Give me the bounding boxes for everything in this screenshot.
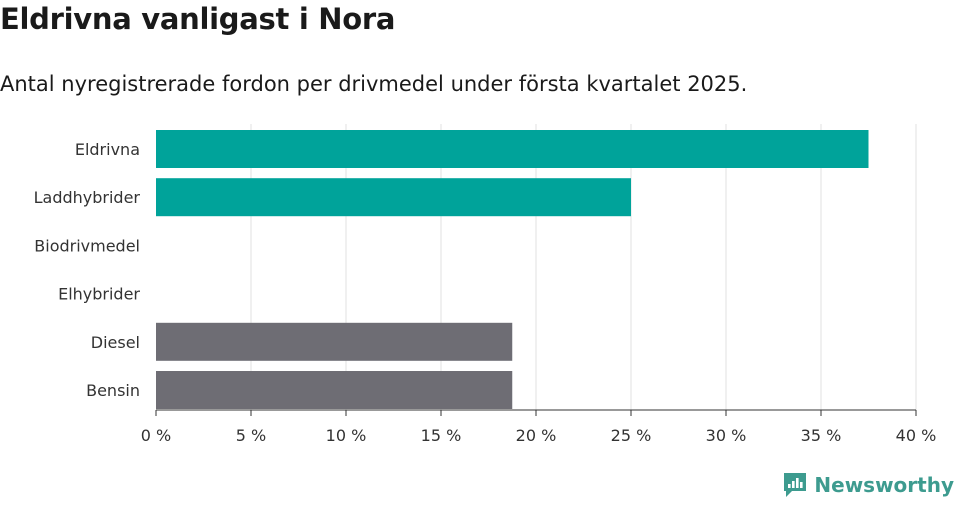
gridlines — [250, 124, 917, 410]
category-label-biodrivmedel: Biodrivmedel — [34, 236, 140, 255]
bar-bensin — [156, 371, 513, 409]
x-tick-label-30: 30 % — [706, 426, 747, 445]
newsworthy-logo-icon — [784, 473, 807, 497]
category-label-diesel: Diesel — [91, 333, 140, 352]
chart-subtitle: Antal nyregistrerade fordon per drivmede… — [0, 72, 748, 96]
category-labels: Eldrivna Laddhybrider Biodrivmedel Elhybrid… — [34, 140, 141, 400]
x-tick-label-5: 5 % — [236, 426, 266, 445]
x-tick-label-20: 20 % — [516, 426, 557, 445]
chart-title: Eldrivna vanligast i Nora — [0, 2, 396, 36]
bars — [156, 130, 869, 409]
category-label-elhybrider: Elhybrider — [58, 285, 140, 304]
category-label-bensin: Bensin — [86, 381, 140, 400]
x-axis: 0 % 5 % 10 % 15 % 20 % 25 % 30 % 35 % 40 % — [141, 409, 937, 445]
bar-chart: Eldrivna Laddhybrider Biodrivmedel Elhybrid… — [34, 124, 937, 445]
bar-eldrivna — [156, 130, 869, 168]
x-tick-label-25: 25 % — [611, 426, 652, 445]
x-tick-label-40: 40 % — [896, 426, 937, 445]
x-tick-label-0: 0 % — [141, 426, 171, 445]
x-tick-label-15: 15 % — [421, 426, 462, 445]
brand-logo: Newsworthy — [782, 471, 954, 499]
x-tick-label-10: 10 % — [326, 426, 367, 445]
bar-diesel — [156, 322, 513, 361]
category-label-eldrivna: Eldrivna — [75, 140, 140, 159]
x-tick-label-35: 35 % — [801, 426, 842, 445]
brand-name: Newsworthy — [814, 473, 954, 497]
bar-laddhybrider — [156, 178, 631, 217]
category-label-laddhybrider: Laddhybrider — [34, 188, 141, 207]
